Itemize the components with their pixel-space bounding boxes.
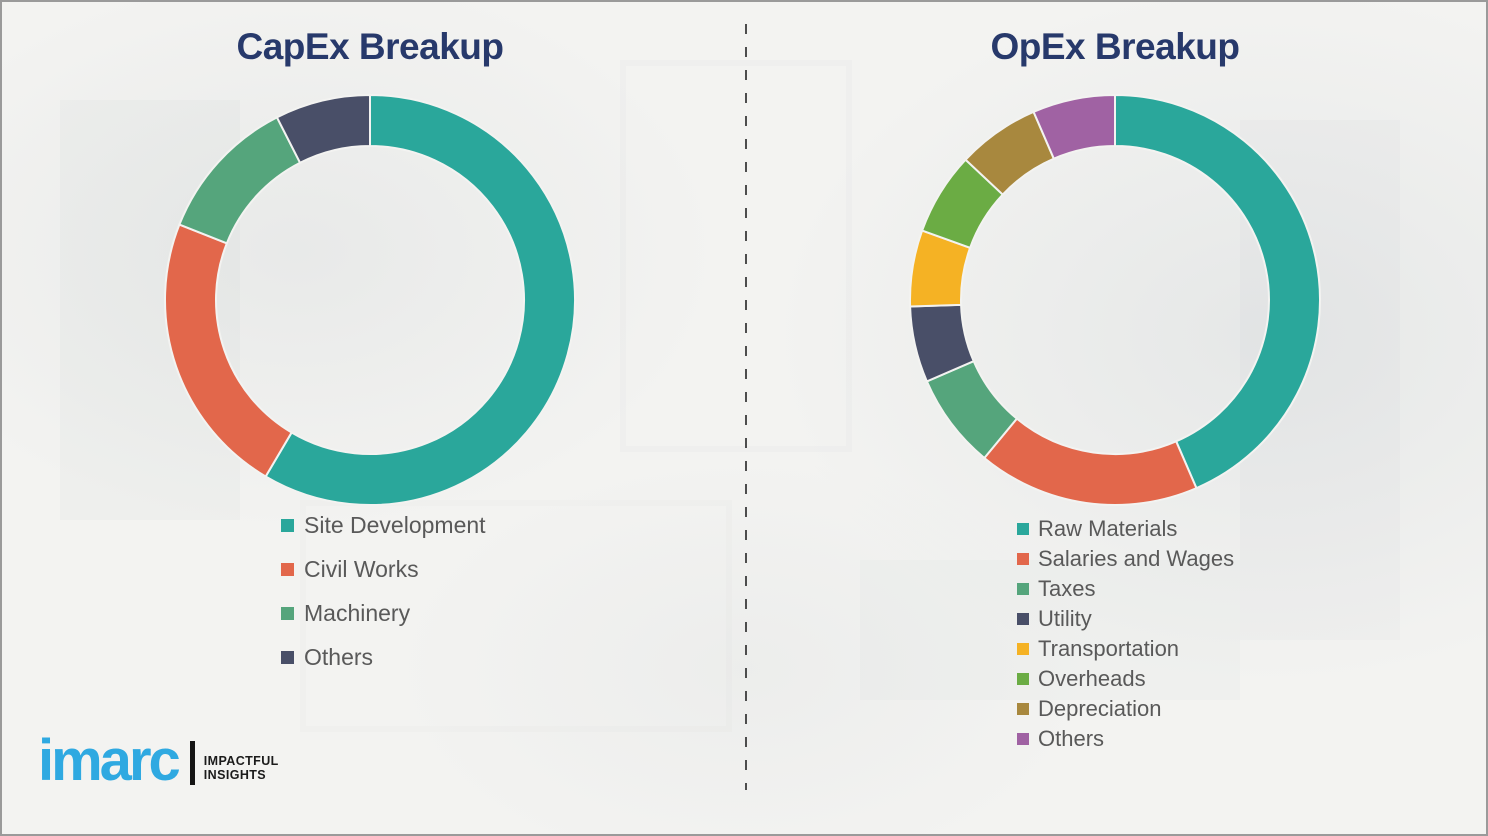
legend-item-civil-works: Civil Works [281, 556, 486, 583]
legend-item-capex-others: Others [281, 644, 486, 671]
donut-segment-machinery [178, 115, 302, 245]
imarc-logo: imarc IMPACTFUL INSIGHTS [38, 730, 279, 792]
opex-legend: Raw Materials Salaries and Wages Taxes U… [1017, 517, 1234, 757]
legend-swatch-utility [1017, 613, 1029, 625]
legend-label-capex-others: Others [304, 644, 374, 670]
legend-item-overheads: Overheads [1017, 667, 1234, 691]
legend-swatch-opex-others [1017, 733, 1029, 745]
imarc-logo-tagline: IMPACTFUL INSIGHTS [203, 754, 279, 782]
donut-segment-others [275, 93, 371, 165]
legend-label-depreciation: Depreciation [1038, 696, 1162, 721]
legend-label-civil-works: Civil Works [304, 556, 419, 582]
imarc-logo-divider-bar [189, 741, 195, 785]
legend-label-raw-materials: Raw Materials [1038, 516, 1178, 541]
legend-item-utility: Utility [1017, 607, 1234, 631]
legend-item-transportation: Transportation [1017, 637, 1234, 661]
capex-chart-title: CapEx Breakup [236, 26, 505, 67]
legend-swatch-salaries-and-wages [1017, 553, 1029, 565]
legend-item-machinery: Machinery [281, 600, 486, 627]
capex-legend: Site Development Civil Works Machinery O… [281, 512, 486, 688]
legend-swatch-transportation [1017, 643, 1029, 655]
legend-swatch-taxes [1017, 583, 1029, 595]
legend-item-opex-others: Others [1017, 727, 1234, 751]
legend-item-raw-materials: Raw Materials [1017, 517, 1234, 541]
legend-swatch-depreciation [1017, 703, 1029, 715]
legend-label-taxes: Taxes [1038, 576, 1096, 601]
legend-label-opex-others: Others [1038, 726, 1105, 751]
donut-segment-civil-works [164, 223, 293, 478]
legend-item-site-development: Site Development [281, 512, 486, 539]
legend-label-machinery: Machinery [304, 600, 411, 626]
imarc-logo-wordmark: imarc [38, 728, 181, 793]
donut-segment-salaries-and-wages [982, 417, 1198, 507]
legend-label-transportation: Transportation [1038, 636, 1180, 661]
capex-donut-chart [164, 93, 576, 506]
legend-swatch-raw-materials [1017, 523, 1029, 535]
legend-item-taxes: Taxes [1017, 577, 1234, 601]
legend-label-site-development: Site Development [304, 512, 486, 538]
donut-segment-raw-materials [1114, 93, 1322, 490]
legend-label-utility: Utility [1038, 606, 1092, 631]
legend-swatch-capex-others [281, 651, 294, 664]
donut-segment-others [1032, 93, 1116, 160]
dashed-divider-line [745, 24, 747, 790]
legend-swatch-site-development [281, 519, 294, 532]
legend-label-salaries-and-wages: Salaries and Wages [1038, 546, 1235, 571]
opex-donut-chart [909, 93, 1322, 507]
legend-swatch-civil-works [281, 563, 294, 576]
legend-label-overheads: Overheads [1038, 666, 1146, 691]
legend-item-depreciation: Depreciation [1017, 697, 1234, 721]
opex-chart-title: OpEx Breakup [990, 26, 1240, 67]
legend-swatch-machinery [281, 607, 294, 620]
legend-item-salaries-and-wages: Salaries and Wages [1017, 547, 1234, 571]
donut-segment-site-development [264, 93, 576, 506]
legend-swatch-overheads [1017, 673, 1029, 685]
